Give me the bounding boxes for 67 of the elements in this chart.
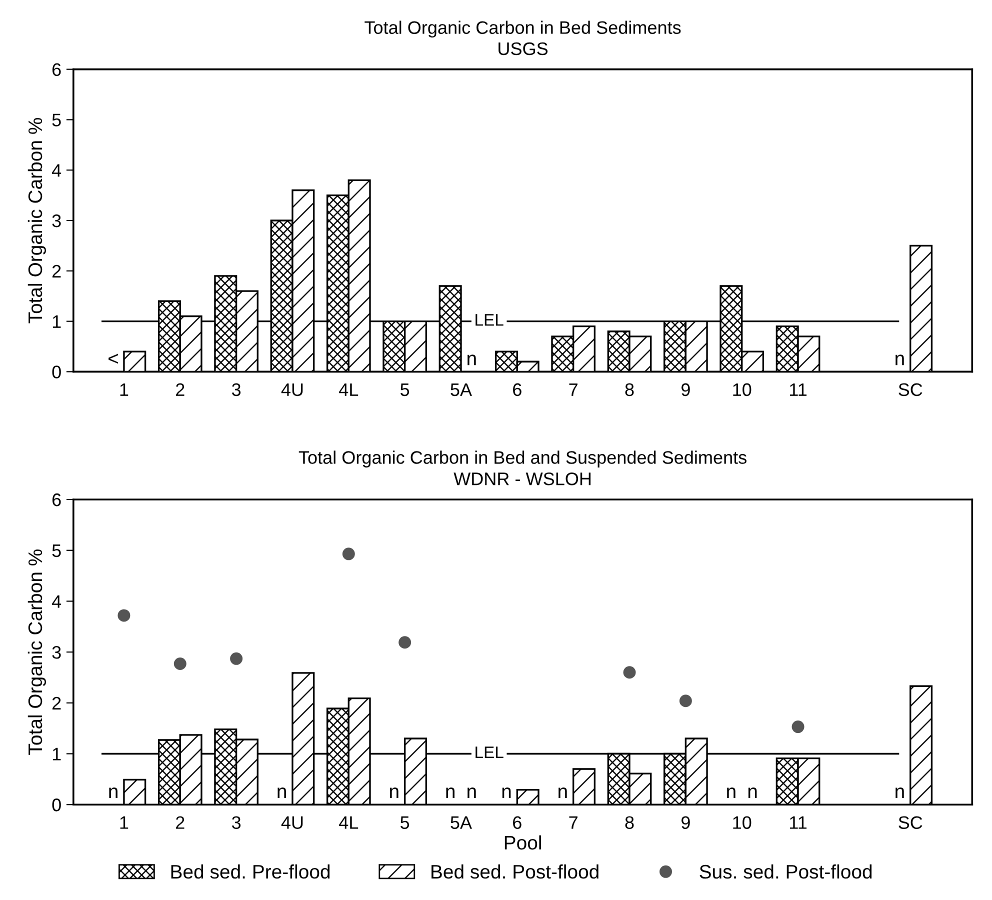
- legend-label: Sus. sed. Post-flood: [700, 864, 872, 879]
- x-tick-label: 6: [513, 816, 522, 829]
- text: n: [390, 788, 398, 798]
- y-tick-label: 0: [52, 366, 61, 378]
- x-tick-label: 5A: [450, 383, 472, 396]
- x-tick-label: 5: [400, 383, 410, 396]
- y-tick-label: 0: [52, 798, 61, 812]
- x-tick-label: 1: [120, 383, 128, 396]
- text: n: [278, 788, 286, 798]
- y-tick-label: 3: [52, 646, 61, 659]
- x-tick-label: 9: [682, 383, 690, 396]
- x-tick-label: 4U: [281, 816, 303, 829]
- x-tick-label: 8: [625, 383, 634, 396]
- x-tick-label: 6: [513, 383, 522, 396]
- x-tick-label: 7: [569, 816, 578, 829]
- chart-subtitle: USGS: [498, 42, 548, 56]
- x-tick-label: 11: [790, 383, 807, 396]
- y-tick-label: 4: [52, 595, 62, 608]
- x-tick-label: 10: [733, 383, 752, 396]
- y-axis-title: Total Organic Carbon %: [28, 118, 46, 324]
- y-tick-label: 2: [52, 696, 61, 710]
- text: n: [468, 788, 476, 798]
- x-tick-label: 4L: [339, 816, 358, 829]
- x-tick-label: 11: [790, 816, 807, 829]
- ref-line-label: LEL: [476, 746, 504, 758]
- x-tick-label: 3: [232, 816, 241, 829]
- y-tick-label: 1: [52, 315, 61, 328]
- x-tick-label: SC: [898, 816, 922, 829]
- text: n: [109, 788, 118, 798]
- text: n: [896, 788, 904, 798]
- chart-subtitle: WDNR - WSLOH: [454, 472, 591, 486]
- y-tick-label: 6: [52, 493, 61, 506]
- text: <: [108, 354, 118, 364]
- x-tick-label: 7: [569, 383, 578, 396]
- y-tick-label: 3: [52, 214, 61, 228]
- x-tick-label: 4L: [339, 383, 358, 396]
- x-tick-label: 1: [120, 816, 128, 829]
- x-tick-label: 5A: [450, 816, 472, 829]
- x-tick-label: 10: [733, 816, 752, 829]
- x-tick-label: 2: [176, 383, 184, 396]
- x-tick-label: SC: [898, 383, 922, 396]
- x-tick-label: 4U: [281, 383, 303, 396]
- x-tick-label: 8: [625, 816, 634, 829]
- y-tick-label: 5: [52, 544, 61, 558]
- x-tick-label: 2: [176, 816, 184, 829]
- text: n: [727, 788, 736, 798]
- y-tick-label: 6: [52, 63, 61, 76]
- y-tick-label: 4: [52, 164, 62, 177]
- text: n: [748, 788, 757, 798]
- legend-label: Bed sed. Post-flood: [432, 864, 598, 879]
- y-tick-label: 2: [52, 264, 61, 278]
- text: n: [558, 788, 567, 798]
- ref-line-label: LEL: [476, 314, 504, 326]
- y-tick-label: 5: [52, 114, 61, 126]
- legend-label: Bed sed. Pre-flood: [171, 864, 330, 879]
- text: n: [468, 354, 476, 366]
- x-tick-label: 5: [400, 816, 410, 829]
- text: n: [896, 354, 904, 366]
- text: n: [446, 788, 454, 798]
- chart-title: Total Organic Carbon in Bed and Suspended Sediments: [298, 450, 746, 468]
- x-axis-title: Pool: [504, 835, 541, 850]
- y-axis-title: Total Organic Carbon %: [28, 550, 46, 755]
- x-tick-label: 9: [682, 816, 690, 829]
- chart-title: Total Organic Carbon in Bed Sediments: [364, 20, 681, 38]
- y-tick-label: 1: [52, 748, 61, 760]
- text: n: [502, 788, 511, 798]
- x-tick-label: 3: [232, 383, 241, 396]
